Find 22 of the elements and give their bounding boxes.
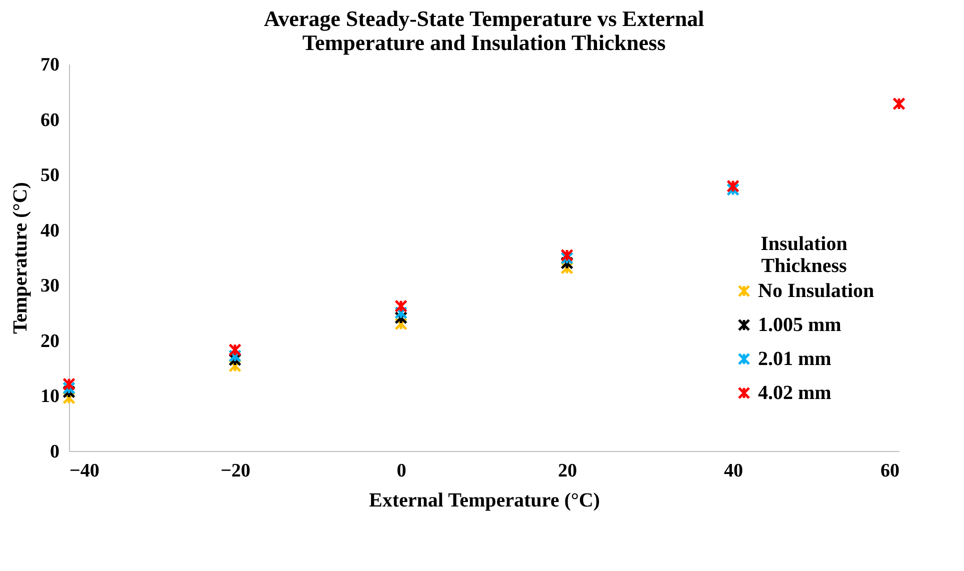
legend-label: 1.005 mm [758, 314, 842, 336]
y-tick-label: 40 [40, 220, 60, 242]
y-tick-label: 70 [40, 54, 60, 76]
y-tick-label: 60 [40, 110, 60, 131]
y-axis-title: Temperature (°C) [10, 182, 32, 334]
x-axis-title: External Temperature (°C) [369, 490, 600, 512]
y-tick-label: 0 [50, 442, 60, 462]
legend-label: 2.01 mm [758, 348, 832, 370]
legend-label: 4.02 mm [758, 382, 832, 404]
y-tick-label: 20 [40, 330, 60, 352]
y-tick-label: 10 [40, 386, 60, 408]
x-tick-label: 20 [558, 460, 577, 482]
x-tick-label: −20 [220, 460, 250, 482]
y-tick-label: 50 [40, 165, 60, 186]
x-tick-label: 0 [396, 460, 406, 482]
chart-title: Average Steady-State Temperature vs External Temperature and Insulation Thickness [264, 6, 704, 55]
y-tick-label: 30 [40, 276, 60, 297]
legend-label: No Insulation [758, 280, 874, 302]
x-tick-label: 60 [880, 460, 900, 482]
x-tick-label: 40 [724, 460, 743, 482]
x-tick-label: −40 [70, 460, 100, 482]
legend-title: Insulation Thickness [760, 233, 848, 277]
